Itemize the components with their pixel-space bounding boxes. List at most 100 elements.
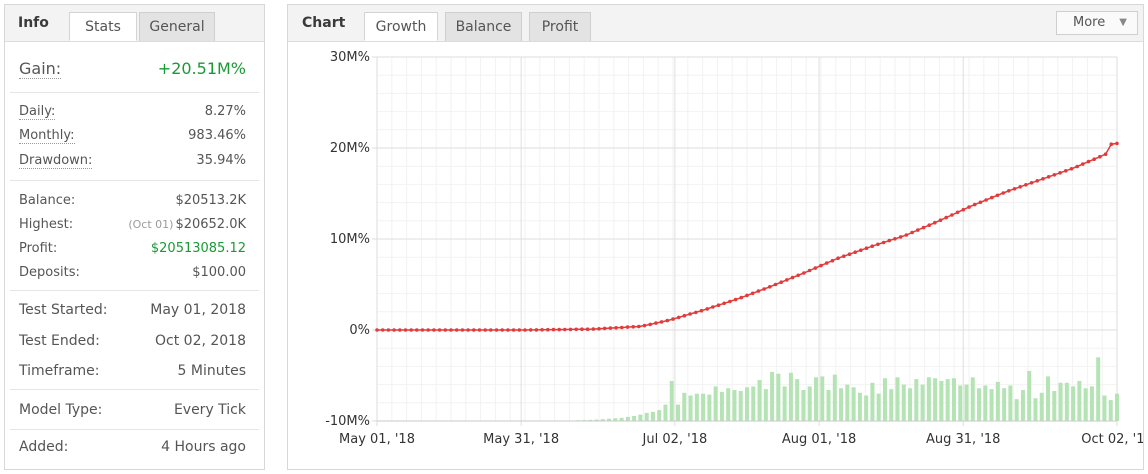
bar — [594, 419, 599, 421]
data-point — [779, 280, 783, 285]
data-point — [824, 261, 829, 265]
bar — [1064, 382, 1069, 421]
data-point — [597, 327, 601, 331]
data-point — [602, 326, 607, 331]
tab-stats[interactable]: Stats — [69, 12, 137, 41]
data-point — [534, 328, 539, 332]
data-point — [466, 328, 470, 332]
bar — [995, 381, 1000, 421]
data-point — [836, 256, 840, 260]
bar — [989, 389, 994, 421]
data-point — [762, 287, 766, 291]
more-dropdown[interactable]: More ▼ — [1056, 11, 1138, 35]
bar — [958, 385, 963, 421]
bar — [1002, 388, 1007, 421]
data-point — [1086, 159, 1091, 164]
test-ended-value: Oct 02, 2018 — [155, 333, 246, 349]
divider — [10, 389, 259, 390]
data-point — [722, 301, 726, 306]
added-value: 4 Hours ago — [161, 439, 246, 455]
data-point — [659, 320, 664, 324]
bar — [638, 414, 643, 421]
data-point — [443, 328, 448, 332]
bar — [682, 392, 687, 421]
gain-label[interactable]: Gain: — [19, 59, 62, 79]
data-point — [528, 328, 533, 332]
model-type-label: Model Type: — [19, 402, 103, 418]
bar — [751, 386, 756, 421]
y-tick-label: 30M% — [330, 50, 370, 65]
growth-chart[interactable]: 30M% 20M% 10M% 0% -10M% May 01, '18 May 31, '1… — [288, 5, 1143, 469]
data-point — [898, 235, 903, 239]
data-point — [785, 278, 789, 282]
bar — [669, 380, 674, 421]
data-point — [614, 326, 618, 330]
bar — [1046, 376, 1051, 421]
bar — [707, 394, 712, 421]
tab-balance[interactable]: Balance — [445, 12, 522, 41]
data-point — [739, 295, 744, 300]
daily-value: 8.27% — [204, 104, 246, 119]
bar — [1083, 388, 1088, 421]
data-point — [477, 328, 482, 332]
drawdown-value: 35.94% — [196, 153, 246, 168]
bar — [857, 392, 862, 421]
test-ended-label: Test Ended: — [19, 333, 100, 349]
data-point — [1052, 173, 1057, 177]
data-point — [699, 308, 704, 313]
bar — [926, 377, 931, 421]
bar — [732, 390, 737, 421]
data-point — [967, 205, 971, 209]
data-point — [386, 328, 391, 332]
bar — [870, 382, 875, 421]
bar — [738, 390, 743, 421]
divider — [10, 429, 259, 430]
data-point — [1018, 185, 1022, 189]
bar — [977, 388, 982, 421]
chart-panel: Chart Growth Balance Profit More ▼ 30M% 2… — [287, 4, 1144, 470]
data-point — [745, 293, 749, 298]
bar — [945, 379, 950, 421]
chart-tabbar: Chart Growth Balance Profit More ▼ — [288, 5, 1143, 42]
bar — [876, 393, 881, 421]
data-point — [916, 228, 920, 232]
bar — [588, 419, 593, 421]
bar — [625, 416, 630, 421]
tab-growth[interactable]: Growth — [364, 12, 438, 41]
bar — [864, 395, 869, 421]
data-point — [1041, 177, 1045, 181]
data-point — [910, 230, 914, 235]
bar — [851, 387, 856, 421]
bar — [901, 384, 906, 421]
data-point — [642, 323, 647, 328]
monthly-label[interactable]: Monthly: — [19, 128, 75, 144]
bar — [1027, 370, 1032, 421]
balance-value: $20513.2K — [175, 193, 246, 208]
data-point — [432, 328, 436, 332]
bar — [820, 376, 825, 421]
bar — [1071, 386, 1076, 421]
tab-profit[interactable]: Profit — [529, 12, 591, 41]
x-tick-label: Jul 02, '18 — [642, 432, 708, 447]
drawdown-label[interactable]: Drawdown: — [19, 153, 93, 169]
data-point — [688, 312, 692, 316]
data-point — [665, 318, 670, 323]
bar — [632, 415, 637, 421]
data-point — [1035, 179, 1040, 183]
bar — [889, 389, 894, 421]
data-point — [568, 327, 573, 332]
tab-general[interactable]: General — [139, 12, 215, 41]
data-point — [437, 328, 442, 332]
data-point — [472, 328, 476, 332]
chart-title: Chart — [302, 15, 346, 31]
y-tick-label: 10M% — [330, 232, 370, 247]
bar — [895, 377, 900, 421]
bar — [983, 385, 988, 421]
data-point — [881, 240, 886, 245]
bar — [607, 418, 612, 421]
data-point — [517, 328, 522, 332]
data-point — [574, 327, 578, 332]
bar — [839, 388, 844, 421]
daily-label[interactable]: Daily: — [19, 104, 56, 120]
bar — [1039, 392, 1044, 421]
